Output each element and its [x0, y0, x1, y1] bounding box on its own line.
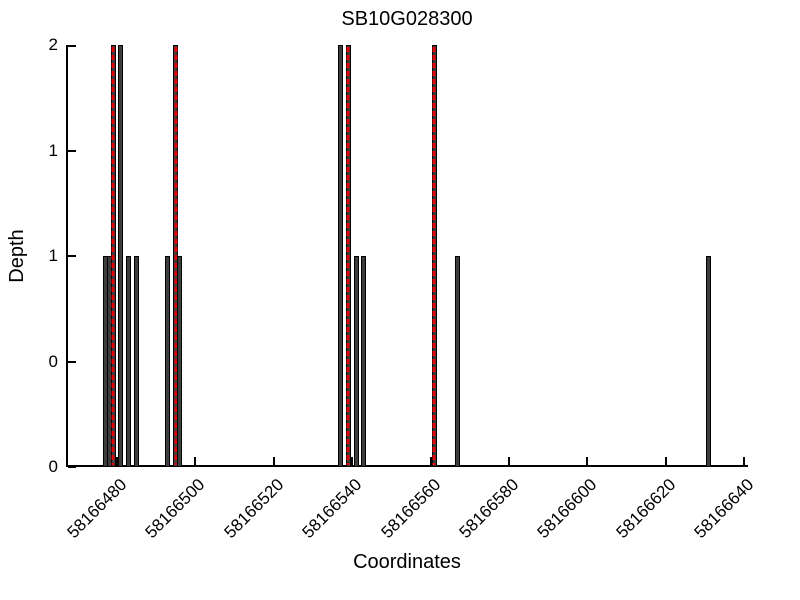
- variant-depth-bar: [345, 45, 351, 467]
- x-axis-line: [66, 465, 748, 467]
- y-tick: [68, 45, 76, 47]
- chart-title: SB10G028300: [341, 8, 473, 30]
- depth-bar: [126, 256, 132, 467]
- y-tick: [68, 255, 76, 257]
- x-tick: [586, 457, 589, 465]
- x-tick: [507, 457, 510, 465]
- y-tick: [68, 360, 76, 363]
- y-axis-line: [66, 45, 68, 467]
- x-tick: [429, 457, 432, 465]
- x-tick: [664, 457, 667, 465]
- x-tick: [743, 457, 746, 465]
- x-axis-label: Coordinates: [353, 551, 461, 573]
- y-tick-label: 0: [48, 457, 58, 476]
- y-tick-label: 1: [48, 140, 58, 160]
- depth-bar: [134, 256, 140, 467]
- variant-dashed-line: [346, 47, 350, 465]
- variant-dashed-line: [432, 47, 436, 465]
- variant-dashed-line: [111, 47, 115, 465]
- variant-dashed-line: [174, 47, 178, 465]
- variant-depth-bar: [110, 45, 116, 467]
- depth-bar: [118, 45, 124, 467]
- y-tick-label: 0: [48, 351, 58, 371]
- depth-bar: [353, 256, 359, 467]
- depth-bar: [455, 256, 461, 467]
- x-tick: [272, 457, 275, 465]
- depth-bar: [361, 256, 367, 467]
- depth-bar: [177, 256, 183, 467]
- plot-area: [66, 45, 748, 468]
- y-tick-label: 1: [48, 246, 58, 265]
- depth-bar: [337, 45, 343, 467]
- depth-bar: [706, 256, 712, 467]
- variant-depth-bar: [431, 45, 437, 467]
- x-tick: [194, 457, 197, 465]
- y-tick: [68, 466, 76, 468]
- y-tick-label: 2: [48, 35, 58, 54]
- x-tick: [351, 457, 354, 465]
- y-tick: [68, 149, 76, 152]
- x-tick: [115, 457, 118, 465]
- depth-bar: [165, 256, 171, 467]
